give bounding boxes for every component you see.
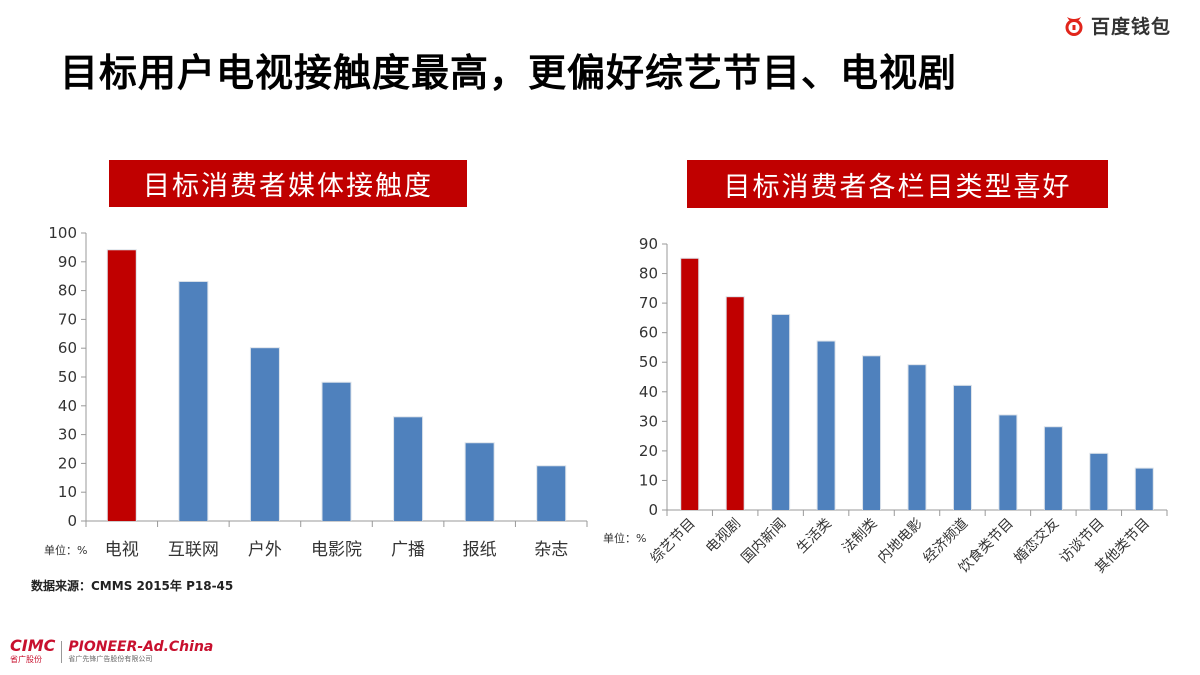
footer-divider [61, 640, 63, 663]
y-tick-label: 60 [58, 339, 77, 357]
x-category-label: 法制类 [839, 516, 880, 557]
y-tick-label: 90 [639, 235, 658, 253]
bar-广播 [394, 417, 423, 521]
left-chart-banner: 目标消费者媒体接触度 [109, 160, 467, 207]
x-category-label: 户外 [248, 540, 282, 560]
bar-综艺节目 [681, 258, 699, 510]
y-tick-label: 70 [639, 294, 658, 312]
x-category-label: 杂志 [534, 540, 568, 560]
x-category-label: 综艺节目 [648, 516, 699, 567]
bar-报纸 [465, 443, 494, 521]
x-category-label: 电影院 [311, 540, 362, 560]
bar-法制类 [863, 356, 881, 510]
y-tick-label: 90 [58, 253, 77, 271]
bar-户外 [250, 348, 279, 521]
slide-title: 目标用户电视接触度最高，更偏好综艺节目、电视剧 [60, 51, 958, 95]
program-preference-bar-chart: 0 10 20 30 40 50 60 70 80 90 综艺节目 电视剧 国内新闻 生活类 法制类 内地电影… [639, 235, 1168, 576]
pioneer-logo: PIONEER-Ad.China 省广先锋广告股份有限公司 [68, 638, 214, 663]
y-tick-label: 100 [48, 224, 77, 242]
baidu-wallet-icon [1065, 17, 1083, 36]
y-tick-label: 70 [58, 310, 77, 328]
bar-杂志 [537, 466, 566, 521]
right-chart-unit: 单位：% [603, 532, 647, 545]
bar-访谈节目 [1090, 453, 1108, 510]
y-tick-label: 40 [58, 397, 77, 415]
y-tick-label: 30 [58, 426, 77, 444]
x-category-label: 国内新闻 [739, 516, 790, 567]
y-tick-label: 10 [58, 483, 77, 501]
bar-饮食类节目 [999, 415, 1017, 510]
footer-logos: CIMC 省广股份 PIONEER-Ad.China 省广先锋广告股份有限公司 [10, 638, 213, 665]
x-category-label: 互联网 [168, 540, 219, 560]
bar-其他类节目 [1135, 468, 1153, 510]
y-tick-label: 60 [639, 324, 658, 342]
cimc-logo: CIMC 省广股份 [10, 636, 56, 665]
bar-婚恋交友 [1044, 427, 1062, 510]
x-category-label: 广播 [391, 540, 425, 560]
y-tick-label: 20 [58, 454, 77, 472]
media-exposure-chart-svg: 0 10 20 30 40 50 60 70 80 90 100 电视 互联网 户外 电影院 广播 报纸 杂志 [48, 224, 588, 560]
bar-国内新闻 [772, 314, 790, 510]
y-tick-label: 50 [639, 353, 658, 371]
bar-电视剧 [726, 297, 744, 510]
y-tick-label: 20 [639, 442, 658, 460]
y-tick-label: 30 [639, 412, 658, 430]
x-category-label: 电视剧 [703, 516, 744, 557]
x-category-label: 生活类 [794, 516, 835, 557]
y-tick-label: 80 [639, 265, 658, 283]
bar-经济频道 [953, 385, 971, 510]
brand-name: 百度钱包 [1091, 15, 1172, 38]
right-chart-banner: 目标消费者各栏目类型喜好 [687, 160, 1108, 208]
bar-互联网 [179, 281, 208, 521]
y-tick-label: 0 [648, 501, 658, 519]
bar-生活类 [817, 341, 835, 510]
x-category-label: 婚恋交友 [1011, 515, 1063, 567]
x-category-label: 报纸 [463, 540, 497, 560]
x-category-label: 电视 [105, 540, 139, 560]
bar-电影院 [322, 382, 351, 521]
left-chart-unit: 单位：% [44, 544, 88, 557]
bar-内地电影 [908, 365, 926, 510]
y-tick-label: 40 [639, 383, 658, 401]
brand-logo: 百度钱包 [1063, 10, 1171, 40]
data-source-note: 数据来源：CMMS 2015年 P18-45 [31, 579, 234, 593]
y-tick-label: 10 [639, 471, 658, 489]
y-tick-label: 50 [58, 368, 77, 386]
y-tick-label: 80 [58, 282, 77, 300]
media-exposure-bar-chart: 0 10 20 30 40 50 60 70 80 90 100 电视 互联网 户外 电影院 广播 报纸 杂志 [0, 0, 600, 600]
y-tick-label: 0 [67, 512, 77, 530]
bar-电视 [107, 250, 136, 521]
x-category-label: 内地电影 [875, 516, 926, 567]
